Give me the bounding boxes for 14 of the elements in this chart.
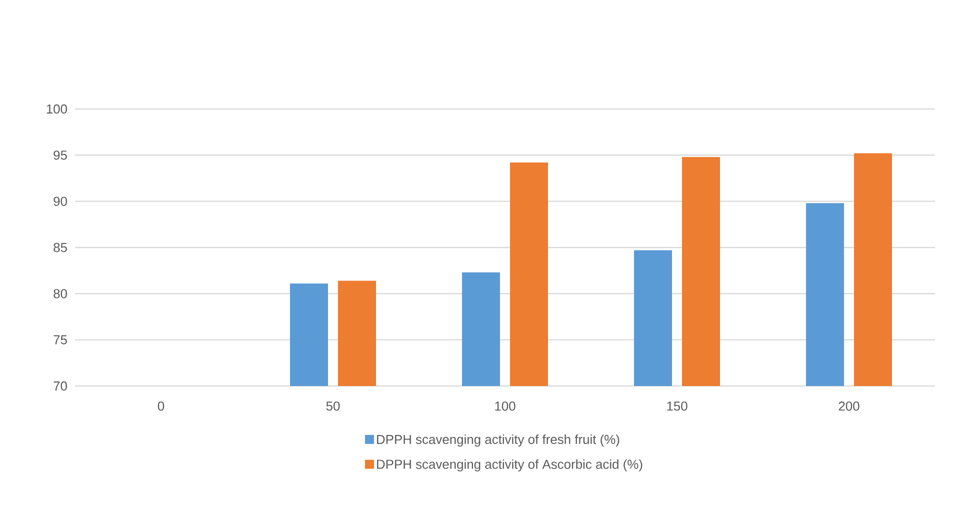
y-tick-label: 95: [54, 150, 67, 160]
x-tick-label: 100: [495, 402, 516, 411]
y-tick-label: 75: [54, 335, 67, 344]
x-tick-label: 50: [326, 402, 340, 411]
legend-label: DPPH scavenging activity of fresh fruit (%): [377, 434, 620, 447]
x-tick-label: 150: [667, 402, 688, 411]
y-tick-label: 70: [54, 381, 67, 391]
legend-label: DPPH scavenging activity of Ascorbic acid (%): [377, 459, 642, 472]
y-tick-label: 85: [54, 242, 67, 252]
x-tick-label: 0: [158, 402, 164, 411]
y-tick-label: 80: [54, 289, 67, 298]
x-tick-label: 200: [838, 402, 860, 411]
y-tick-label: 90: [54, 196, 67, 206]
y-tick-label: 100: [46, 104, 67, 114]
